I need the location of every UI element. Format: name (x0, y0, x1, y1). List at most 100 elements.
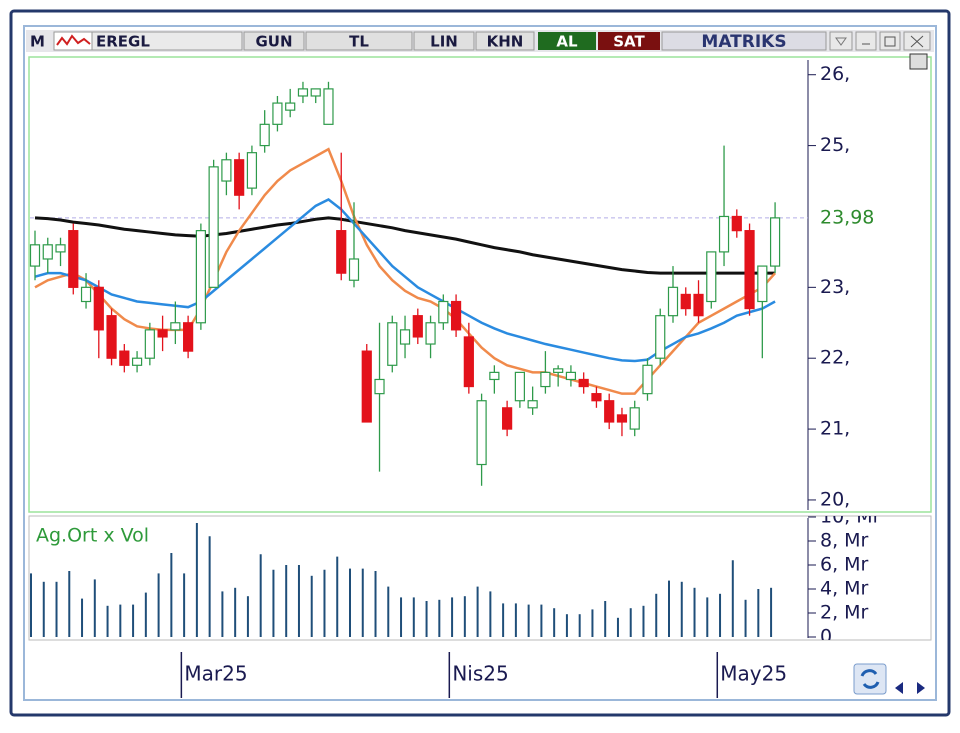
logo: M (30, 33, 45, 51)
y-tick-label: 0 (820, 626, 832, 648)
candle-body (106, 315, 117, 359)
sync-button[interactable] (853, 663, 887, 695)
x-tick-label: Nis25 (452, 662, 508, 686)
candle-body (616, 414, 628, 423)
maximize[interactable] (879, 31, 901, 51)
candle-body (667, 286, 679, 317)
button[interactable] (413, 31, 475, 51)
sell-label: SAT (613, 33, 645, 51)
y-tick-label: 22, (820, 347, 850, 369)
buy-button[interactable] (538, 32, 596, 50)
candle-body (157, 329, 168, 338)
candle-body (693, 293, 704, 317)
brand: MATRIKS (701, 32, 786, 52)
candle-body (246, 152, 258, 189)
button[interactable] (243, 31, 305, 51)
candle-body (208, 166, 219, 288)
buy-label: AL (556, 33, 578, 51)
moving-average (34, 197, 776, 363)
button-label: GUN (255, 33, 292, 51)
volume-panel (28, 515, 932, 641)
candle-body (450, 300, 462, 331)
sync-icon (860, 669, 880, 689)
candle-body (604, 400, 615, 423)
candle-body (80, 286, 92, 303)
candle-body (718, 215, 730, 253)
candle-body (131, 357, 143, 366)
candle-body (757, 265, 768, 303)
brand-box (661, 31, 827, 51)
symbol-box[interactable] (91, 31, 243, 51)
candle-body (591, 393, 602, 402)
candle-body (744, 230, 755, 310)
candle-body (272, 102, 283, 125)
candle-body (234, 159, 245, 196)
candle-body (310, 88, 321, 97)
dropdown[interactable] (829, 31, 853, 51)
candle-body (195, 230, 206, 324)
candle-body (285, 102, 296, 111)
candle-body (565, 371, 577, 381)
window-icons (862, 35, 924, 48)
button-label: KHN (487, 33, 524, 51)
y-tick-label: 23, (820, 276, 850, 298)
candle-body (297, 88, 309, 97)
button-label: LIN (430, 33, 458, 51)
sell-button[interactable] (598, 32, 660, 50)
price-plot (29, 81, 808, 486)
candle-body (361, 350, 372, 423)
button[interactable] (475, 31, 535, 51)
y-tick-label: 25, (820, 134, 850, 156)
candle-body (29, 244, 41, 267)
candle-body (502, 407, 513, 430)
minimize[interactable] (855, 31, 877, 51)
chart-icon-line (56, 34, 91, 46)
candle-body (425, 322, 436, 345)
candle-body (412, 315, 423, 338)
candle-body (578, 378, 589, 388)
candle-body (769, 217, 781, 267)
candle-body (514, 371, 525, 402)
panel-button[interactable] (909, 53, 928, 70)
candle-body (42, 244, 53, 260)
y-tick-label: 10, Mr (820, 506, 881, 528)
date-axis (26, 645, 934, 698)
candle-body (55, 244, 66, 253)
candle-body (336, 230, 347, 274)
y-tick-label: 2, Mr (820, 602, 869, 624)
candle-body (706, 251, 717, 303)
candle-body (374, 378, 385, 395)
candle-body (489, 371, 500, 381)
candle-body (731, 215, 742, 232)
candle-body (323, 88, 334, 125)
x-tick-label: Mar25 (184, 662, 247, 686)
candle-body (642, 364, 653, 395)
y-tick-label: 6, Mr (820, 554, 869, 576)
button[interactable] (305, 31, 413, 51)
candle-body (476, 400, 487, 466)
candle-body (438, 300, 449, 324)
candle-body (680, 293, 691, 310)
candle-body (144, 329, 155, 359)
candle-body (655, 315, 666, 359)
x-tick-label: May25 (720, 662, 787, 686)
candle-body (540, 371, 551, 388)
candle-body (527, 400, 538, 409)
candle-body (387, 322, 398, 366)
candle-body (463, 336, 474, 388)
moving-average (34, 216, 776, 275)
candle-body (553, 368, 564, 373)
volume-title: Ag.Ort x Vol (36, 525, 149, 547)
candle-body (221, 159, 232, 182)
button-label: TL (349, 33, 369, 51)
candle-body (119, 350, 130, 366)
candle-body (93, 286, 104, 331)
y-tick-label: 8, Mr (820, 530, 869, 552)
candle-body (170, 322, 181, 331)
symbol: EREGL (96, 33, 150, 51)
scroll-arrows[interactable] (895, 682, 925, 694)
candle-body (259, 123, 270, 147)
candle-body (348, 258, 360, 281)
